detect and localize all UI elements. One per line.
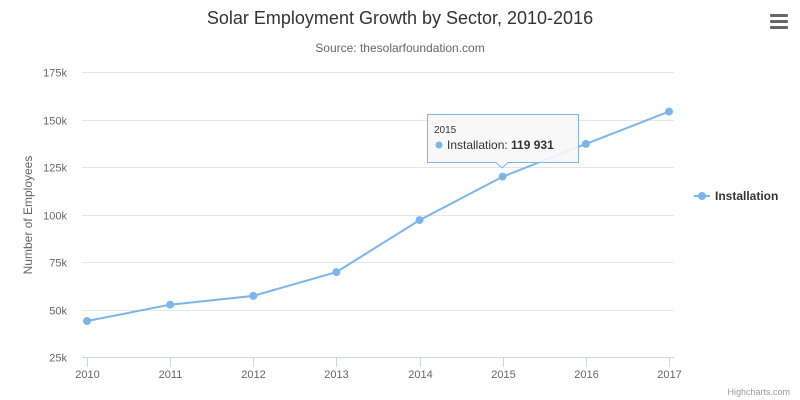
- legend-label-installation[interactable]: Installation: [715, 189, 778, 203]
- chart-subtitle: Source: thesolarfoundation.com: [315, 41, 484, 55]
- hamburger-menu-icon[interactable]: [770, 14, 788, 29]
- legend-marker: [698, 192, 706, 200]
- data-point-2016[interactable]: [581, 139, 590, 148]
- x-tick-label: 2015: [491, 369, 515, 381]
- y-axis: 25k 50k 75k 100k 125k 150k 175k: [43, 68, 67, 365]
- x-tick-label: 2013: [324, 369, 348, 381]
- y-axis-title: Number of Employees: [21, 156, 35, 275]
- x-axis: 2010 2011 2012 2013 2014 2015 2016 2017: [75, 357, 682, 381]
- y-tick-label: 50k: [49, 306, 67, 318]
- series-installation: [83, 107, 673, 325]
- tooltip-label: Installation:: [447, 138, 511, 152]
- y-tick-label: 25k: [49, 353, 67, 365]
- x-tick-label: 2010: [75, 369, 99, 381]
- data-point-2015[interactable]: [498, 172, 507, 181]
- tooltip-box: [427, 114, 579, 169]
- x-tick-label: 2017: [657, 369, 681, 381]
- tooltip-value: 119 931: [511, 138, 554, 152]
- y-tick-label: 175k: [43, 68, 67, 80]
- x-tick-label: 2011: [159, 369, 183, 381]
- x-tick-label: 2014: [408, 369, 432, 381]
- tooltip: 2015 Installation: 119 931: [427, 114, 579, 169]
- grid: [82, 72, 674, 311]
- x-tick-label: 2012: [241, 369, 265, 381]
- y-tick-label: 100k: [43, 211, 67, 223]
- data-point-2013[interactable]: [332, 268, 341, 277]
- y-tick-label: 125k: [43, 163, 67, 175]
- chart-title: Solar Employment Growth by Sector, 2010-…: [207, 8, 593, 28]
- data-point-2017[interactable]: [665, 107, 673, 116]
- tooltip-header: 2015: [434, 125, 457, 136]
- series-line: [86, 110, 670, 322]
- data-point-2012[interactable]: [249, 291, 258, 300]
- tooltip-marker: [435, 141, 443, 149]
- legend[interactable]: Installation: [694, 189, 778, 203]
- data-point-2010[interactable]: [83, 317, 91, 325]
- tooltip-text: Installation: 119 931: [447, 138, 554, 152]
- x-tick-label: 2016: [574, 369, 598, 381]
- y-tick-label: 75k: [49, 258, 67, 270]
- data-point-2014[interactable]: [415, 216, 424, 225]
- y-tick-label: 150k: [43, 116, 67, 128]
- credits-link[interactable]: Highcharts.com: [727, 387, 790, 397]
- data-point-2011[interactable]: [166, 300, 175, 309]
